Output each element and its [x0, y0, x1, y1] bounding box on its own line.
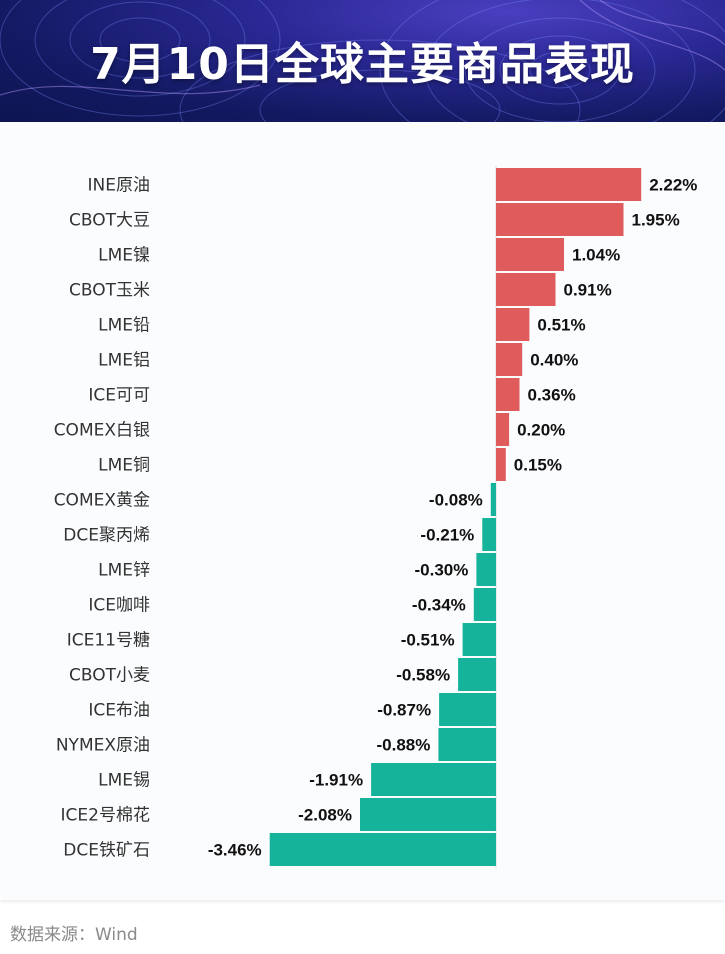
value-label-6: 0.36%	[528, 386, 576, 405]
bar-3	[496, 273, 556, 306]
bar-18	[360, 798, 496, 831]
bar-9	[490, 483, 496, 516]
value-label-9: -0.08%	[429, 491, 483, 510]
value-label-3: 0.91%	[564, 281, 612, 300]
category-label-0: INE原油	[88, 176, 150, 196]
source-note: 数据来源：Wind	[10, 925, 138, 945]
category-label-15: ICE布油	[88, 701, 150, 721]
value-label-11: -0.30%	[415, 561, 469, 580]
category-label-5: LME铝	[98, 351, 150, 371]
value-label-1: 1.95%	[632, 211, 680, 230]
value-label-2: 1.04%	[572, 246, 620, 265]
category-label-10: DCE聚丙烯	[63, 526, 150, 546]
bar-8	[496, 448, 506, 481]
value-label-7: 0.20%	[517, 421, 565, 440]
category-label-17: LME锡	[98, 771, 150, 791]
category-label-1: CBOT大豆	[69, 211, 150, 231]
bar-16	[438, 728, 496, 761]
bar-0	[496, 168, 642, 201]
bar-10	[482, 518, 496, 551]
category-label-13: ICE11号糖	[67, 631, 150, 651]
bar-17	[371, 763, 496, 796]
value-label-8: 0.15%	[514, 456, 562, 475]
bar-11	[476, 553, 496, 586]
bar-4	[496, 308, 530, 341]
value-label-16: -0.88%	[377, 736, 431, 755]
category-label-3: CBOT玉米	[69, 281, 150, 301]
value-label-4: 0.51%	[537, 316, 585, 335]
category-label-7: COMEX白银	[54, 421, 150, 441]
bar-5	[496, 343, 523, 376]
contour-pattern	[0, 0, 725, 122]
chart-panel: INE原油 2.22% CBOT大豆 1.95% LME镍 1.04% CBOT玉米 0.91…	[0, 122, 725, 900]
page-title: 7月10日全球主要商品表现	[90, 39, 635, 90]
value-label-10: -0.21%	[420, 526, 474, 545]
category-label-9: COMEX黄金	[54, 491, 150, 511]
value-label-0: 2.22%	[649, 176, 697, 195]
value-label-13: -0.51%	[401, 631, 455, 650]
bar-15	[439, 693, 496, 726]
bar-13	[462, 623, 496, 656]
value-label-18: -2.08%	[298, 806, 352, 825]
category-label-19: DCE铁矿石	[63, 841, 150, 861]
category-label-4: LME铅	[98, 316, 150, 336]
bar-chart: INE原油 2.22% CBOT大豆 1.95% LME镍 1.04% CBOT玉米 0.91…	[54, 166, 697, 868]
value-label-14: -0.58%	[396, 666, 450, 685]
category-label-2: LME镍	[98, 246, 150, 266]
bar-19	[269, 833, 496, 866]
value-label-5: 0.40%	[530, 351, 578, 370]
bar-2	[496, 238, 564, 271]
value-label-12: -0.34%	[412, 596, 466, 615]
value-label-19: -3.46%	[208, 841, 262, 860]
bar-14	[458, 658, 496, 691]
header-banner: 7月10日全球主要商品表现	[0, 0, 725, 122]
value-label-17: -1.91%	[309, 771, 363, 790]
bar-7	[496, 413, 510, 446]
bar-6	[496, 378, 520, 411]
category-label-16: NYMEX原油	[56, 736, 150, 756]
bar-12	[473, 588, 496, 621]
category-label-11: LME锌	[98, 561, 150, 581]
bar-1	[496, 203, 624, 236]
category-label-14: CBOT小麦	[69, 666, 150, 686]
category-label-6: ICE可可	[88, 386, 150, 406]
category-label-18: ICE2号棉花	[61, 806, 150, 826]
category-label-8: LME铜	[98, 456, 150, 476]
value-label-15: -0.87%	[377, 701, 431, 720]
category-label-12: ICE咖啡	[88, 596, 150, 616]
